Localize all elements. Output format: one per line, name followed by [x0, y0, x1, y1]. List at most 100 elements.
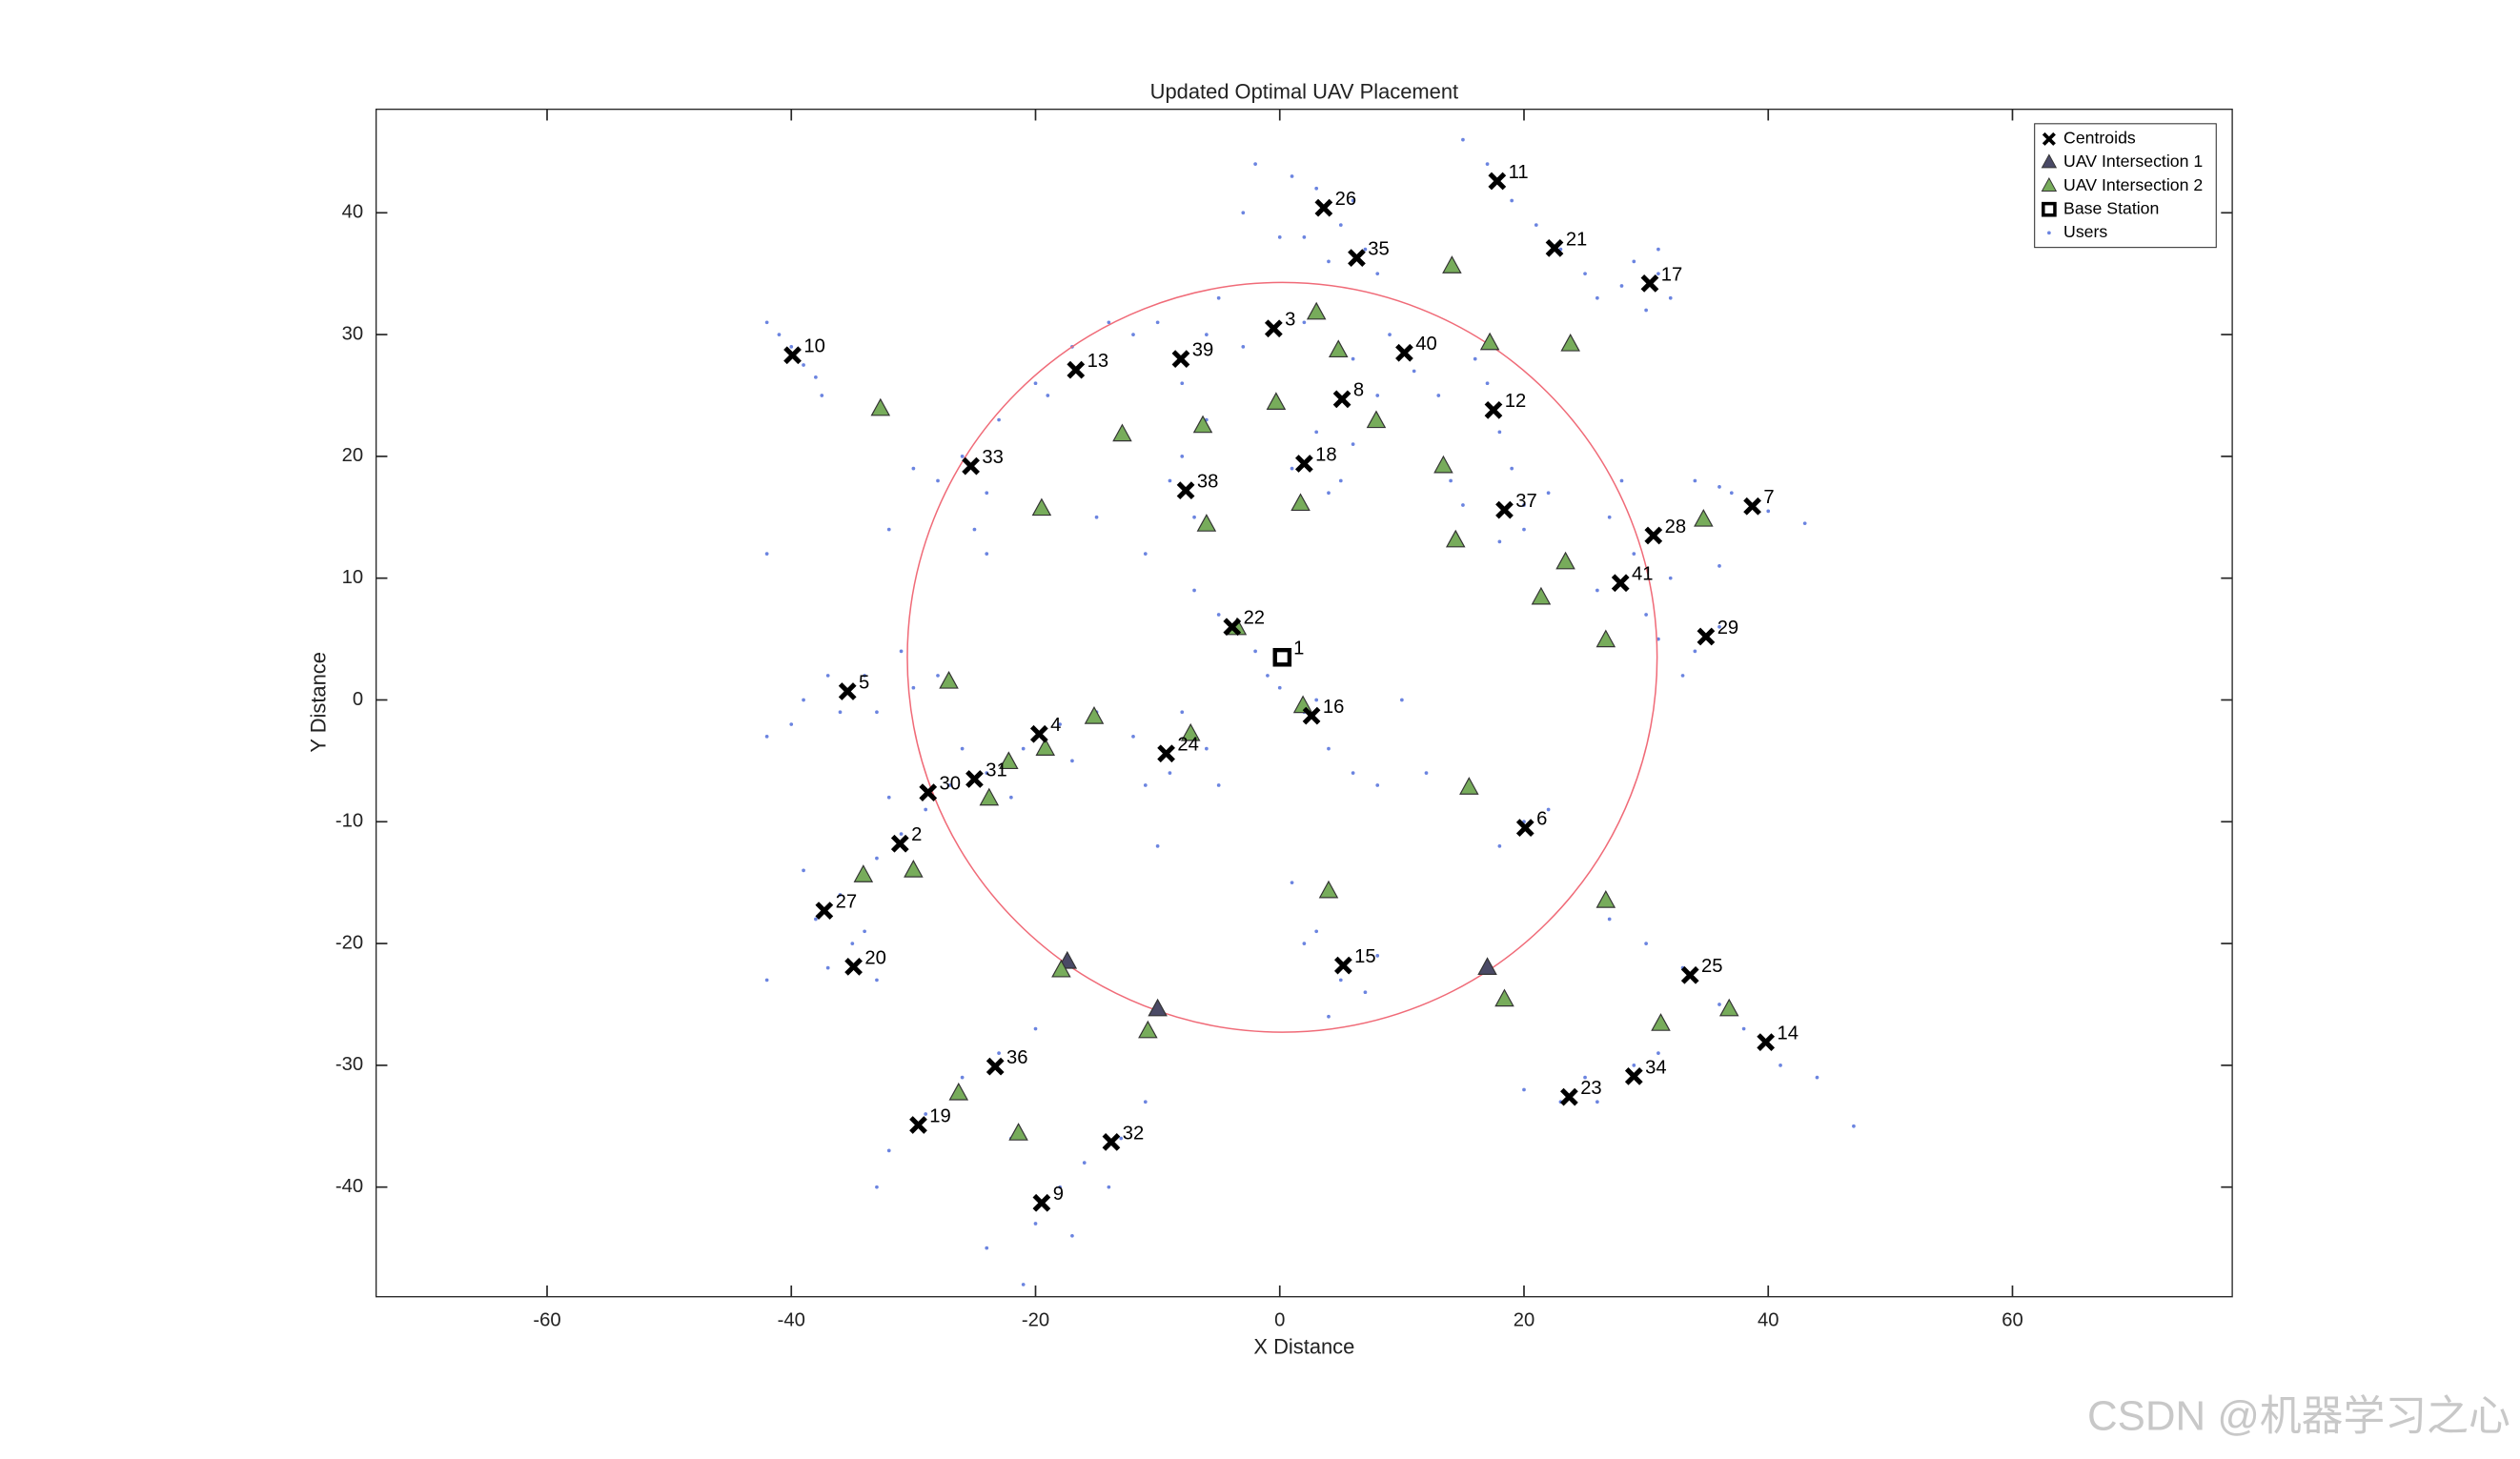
point-dot	[838, 893, 843, 897]
centroid-label: 40	[1415, 334, 1437, 355]
point-dot	[1607, 917, 1612, 922]
point-dot	[1668, 576, 1673, 580]
point-dot	[1436, 394, 1441, 397]
point-triangle	[1459, 777, 1479, 795]
legend-marker	[2041, 153, 2058, 169]
point-triangle	[1266, 392, 1287, 410]
point-dot	[1168, 771, 1172, 776]
point-dot	[1033, 1026, 1038, 1031]
legend-marker	[2042, 201, 2057, 217]
centroid-label: 19	[929, 1105, 951, 1126]
legend-marker	[2042, 132, 2056, 146]
point-triangle	[1555, 551, 1575, 570]
point-x	[844, 957, 863, 976]
point-x	[919, 783, 938, 801]
y-tick-label: -10	[335, 811, 363, 832]
point-dot	[1338, 223, 1343, 227]
point-x	[1743, 496, 1761, 516]
point-dot	[1327, 1014, 1331, 1019]
point-dot	[1607, 515, 1612, 519]
centroid-label: 17	[1661, 264, 1683, 285]
point-dot	[1277, 234, 1282, 239]
centroid-label: 33	[982, 447, 1004, 468]
point-dot	[1656, 272, 1660, 276]
point-dot	[924, 1112, 928, 1116]
point-dot	[1131, 734, 1135, 739]
point-dot	[1216, 295, 1221, 300]
point-dot	[1632, 552, 1636, 556]
point-x	[1332, 390, 1351, 409]
point-dot	[972, 527, 977, 532]
point-x	[1314, 198, 1333, 217]
centroid-label: 5	[859, 672, 869, 693]
point-x	[783, 346, 802, 365]
point-dot	[764, 734, 769, 739]
point-dot	[1741, 1026, 1746, 1031]
watermark: CSDN @机器学习之心	[2087, 1392, 2510, 1439]
centroid-label: 18	[1315, 444, 1337, 465]
point-dot	[1766, 509, 1771, 514]
centroid-label: 37	[1515, 491, 1537, 512]
point-dot	[1327, 746, 1331, 751]
point-dot	[924, 807, 928, 812]
point-x	[1032, 1193, 1051, 1212]
centroid-label: 32	[1123, 1123, 1145, 1144]
point-dot	[1497, 843, 1502, 848]
point-dot	[1351, 771, 1355, 776]
point-triangle	[1318, 880, 1339, 899]
point-dot	[1668, 295, 1673, 300]
point-dot	[1473, 356, 1477, 361]
centroid-label: 30	[940, 774, 962, 795]
point-dot	[875, 1185, 879, 1189]
point-dot	[875, 710, 879, 715]
point-dot	[814, 375, 818, 379]
plot-area: 1234567891011121314151617181920212223242…	[764, 137, 1856, 1287]
point-triangle	[1031, 497, 1052, 517]
legend-marker	[2041, 177, 2058, 192]
point-dot	[1400, 698, 1404, 702]
centroid-label: 9	[1053, 1184, 1064, 1205]
point-dot	[789, 345, 794, 349]
point-dot	[1192, 588, 1196, 593]
point-dot	[1449, 478, 1453, 483]
point-dot	[802, 363, 805, 367]
point-dot	[1033, 381, 1038, 386]
legend: Centroids UAV Intersection 1 UAV Intersect…	[2034, 123, 2217, 249]
point-dot	[1253, 162, 1257, 167]
point-dot	[1717, 624, 1721, 629]
point-x	[1680, 965, 1699, 984]
x-tick-label: 20	[1514, 1309, 1535, 1330]
point-dot	[1327, 491, 1331, 496]
point-x	[1157, 744, 1175, 763]
point-dot	[1485, 381, 1490, 386]
point-dot	[1290, 174, 1294, 178]
point-square	[1272, 647, 1292, 667]
legend-label: Centroids	[2063, 129, 2136, 148]
point-dot	[1046, 394, 1050, 397]
centroid-label: 7	[1763, 487, 1774, 508]
point-dot	[1119, 1136, 1124, 1141]
point-triangle	[1494, 988, 1514, 1007]
point-dot	[1021, 1283, 1026, 1287]
point-dot	[1534, 223, 1538, 227]
legend-marker	[2047, 231, 2051, 235]
y-tick-label: -30	[335, 1054, 363, 1075]
point-x	[965, 770, 984, 788]
y-tick-label: 40	[342, 202, 364, 223]
point-dot	[1644, 942, 1648, 945]
point-dot	[1802, 521, 1807, 526]
y-tick-label: -40	[335, 1176, 363, 1197]
centroid-label: 29	[1717, 618, 1739, 638]
point-triangle	[1694, 508, 1714, 527]
point-dot	[1412, 369, 1416, 374]
point-dot	[777, 333, 782, 336]
point-x	[815, 902, 834, 920]
point-x	[890, 834, 909, 853]
point-x	[1757, 1033, 1776, 1051]
point-dot	[1131, 333, 1135, 336]
point-triangle	[904, 860, 924, 878]
point-dot	[1290, 466, 1294, 471]
point-dot	[1595, 295, 1599, 300]
point-triangle	[1051, 959, 1071, 978]
